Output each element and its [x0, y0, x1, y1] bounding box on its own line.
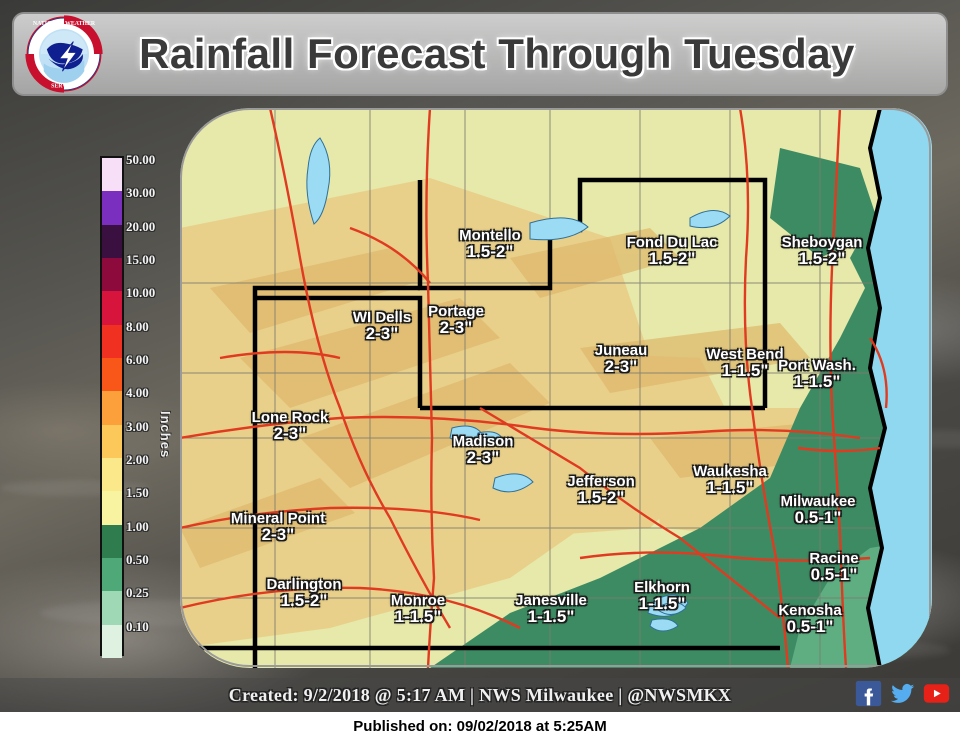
colorbar-segment	[102, 357, 122, 392]
published-text: Published on: 09/02/2018 at 5:25AM	[0, 712, 960, 740]
colorbar-segment	[102, 424, 122, 458]
twitter-icon[interactable]	[889, 680, 916, 707]
colorbar-tick: 15.00	[126, 252, 156, 267]
svg-text:SERVICE: SERVICE	[51, 84, 77, 90]
colorbar	[100, 156, 124, 658]
colorbar-tick: 0.25	[126, 585, 149, 601]
colorbar-segment	[102, 457, 122, 492]
credit-text: Created: 9/2/2018 @ 5:17 AM | NWS Milwau…	[228, 684, 732, 705]
colorbar-tick: 2.00	[126, 452, 149, 467]
colorbar-segment	[102, 257, 122, 292]
colorbar-tick: 1.00	[126, 518, 149, 534]
colorbar-segment	[102, 291, 122, 325]
colorbar-tick: 20.00	[126, 218, 156, 234]
colorbar-tick: 0.10	[126, 618, 149, 634]
map-graphic	[180, 108, 932, 668]
title-bar: NATIONAL WEATHER SERVICE Rainfall Foreca…	[12, 12, 948, 96]
colorbar-segment	[102, 524, 122, 558]
page-title: Rainfall Forecast Through Tuesday	[139, 30, 855, 77]
colorbar-units-label: Inches	[158, 411, 173, 459]
colorbar-tick: 10.00	[126, 285, 156, 301]
colorbar-segment	[102, 491, 122, 525]
colorbar-tick: 0.50	[126, 552, 149, 567]
colorbar-segment	[102, 158, 122, 192]
colorbar-segment	[102, 591, 122, 625]
colorbar-tick: 4.00	[126, 385, 149, 401]
colorbar-segment	[102, 191, 122, 225]
colorbar-tick: 30.00	[126, 185, 156, 201]
facebook-icon[interactable]	[855, 680, 882, 707]
colorbar-tick: 6.00	[126, 352, 149, 367]
colorbar-segment	[102, 624, 122, 658]
colorbar-segment	[102, 324, 122, 358]
colorbar-tick: 1.50	[126, 485, 149, 501]
svg-text:NATIONAL WEATHER: NATIONAL WEATHER	[33, 21, 96, 27]
nws-logo-icon: NATIONAL WEATHER SERVICE	[25, 15, 103, 93]
colorbar-tick: 50.00	[126, 152, 156, 167]
colorbar-segment	[102, 224, 122, 258]
colorbar-legend: Inches 50.00 30.00 20.00 15.00 10.00 8.00 6.00…	[100, 152, 174, 658]
colorbar-segment	[102, 391, 122, 425]
rainfall-map[interactable]: Montello 1.5-2" Fond Du Lac 1.5-2" Sheboygan…	[180, 108, 932, 668]
colorbar-tick: 3.00	[126, 418, 149, 434]
colorbar-segment	[102, 557, 122, 592]
footer-bar: Created: 9/2/2018 @ 5:17 AM | NWS Milwau…	[0, 678, 960, 712]
colorbar-tick: 8.00	[126, 318, 149, 334]
social-links[interactable]	[855, 680, 950, 707]
youtube-icon[interactable]	[923, 680, 950, 707]
